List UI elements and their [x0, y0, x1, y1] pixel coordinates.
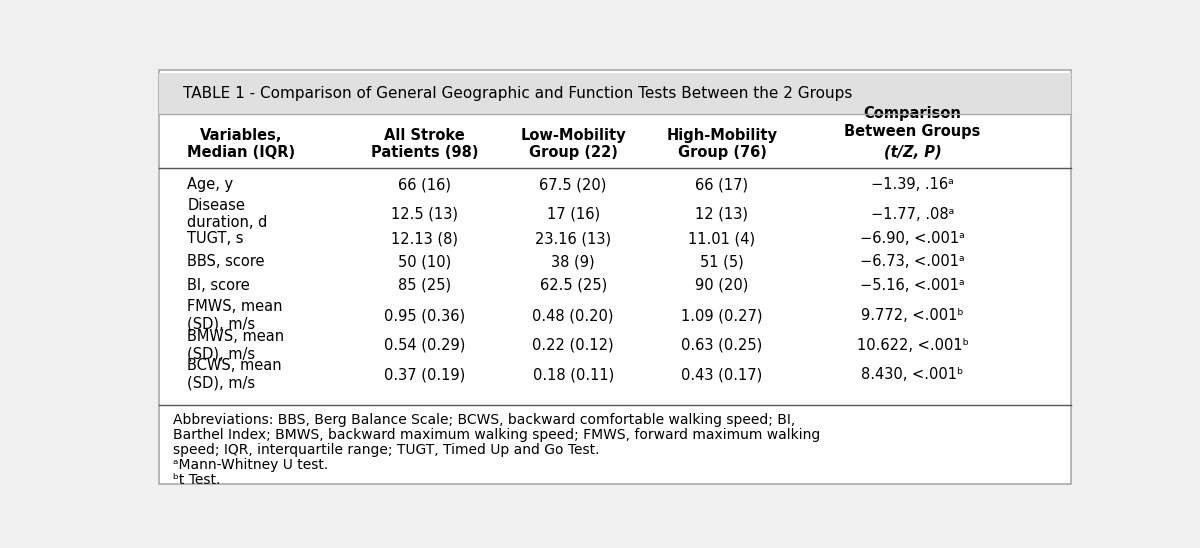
Text: ᵇt Test.: ᵇt Test.	[173, 473, 221, 487]
Text: TABLE 1 - Comparison of General Geographic and Function Tests Between the 2 Grou: TABLE 1 - Comparison of General Geograph…	[182, 86, 852, 101]
Text: 0.22 (0.12): 0.22 (0.12)	[533, 338, 614, 352]
Text: BMWS, mean
(SD), m/s: BMWS, mean (SD), m/s	[187, 329, 284, 361]
Text: −6.90, <.001ᵃ: −6.90, <.001ᵃ	[860, 231, 965, 246]
FancyBboxPatch shape	[160, 73, 1070, 115]
Text: 11.01 (4): 11.01 (4)	[689, 231, 756, 246]
Text: 10.622, <.001ᵇ: 10.622, <.001ᵇ	[857, 338, 968, 352]
Text: 90 (20): 90 (20)	[695, 278, 749, 293]
Text: Comparison
Between Groups: Comparison Between Groups	[845, 106, 980, 139]
Text: 51 (5): 51 (5)	[700, 254, 744, 270]
Text: 0.43 (0.17): 0.43 (0.17)	[682, 367, 762, 382]
Text: −5.16, <.001ᵃ: −5.16, <.001ᵃ	[860, 278, 965, 293]
Text: 0.95 (0.36): 0.95 (0.36)	[384, 308, 464, 323]
Text: Abbreviations: BBS, Berg Balance Scale; BCWS, backward comfortable walking speed: Abbreviations: BBS, Berg Balance Scale; …	[173, 413, 796, 426]
Text: Barthel Index; BMWS, backward maximum walking speed; FMWS, forward maximum walki: Barthel Index; BMWS, backward maximum wa…	[173, 428, 821, 442]
Text: Variables,
Median (IQR): Variables, Median (IQR)	[187, 128, 295, 160]
Text: 23.16 (13): 23.16 (13)	[535, 231, 611, 246]
Text: (t/Z, ​P): (t/Z, ​P)	[883, 145, 942, 160]
Text: 0.18 (0.11): 0.18 (0.11)	[533, 367, 613, 382]
Text: High-Mobility
Group (76): High-Mobility Group (76)	[666, 128, 778, 160]
Text: 12.13 (8): 12.13 (8)	[391, 231, 458, 246]
Text: 17 (16): 17 (16)	[546, 207, 600, 222]
Text: Low-Mobility
Group (22): Low-Mobility Group (22)	[521, 128, 626, 160]
Text: 12 (13): 12 (13)	[696, 207, 749, 222]
Text: BBS, score: BBS, score	[187, 254, 265, 270]
Text: 67.5 (20): 67.5 (20)	[540, 177, 607, 192]
Text: Disease
duration, d: Disease duration, d	[187, 198, 268, 231]
Text: Age, y: Age, y	[187, 177, 233, 192]
Text: −1.77, .08ᵃ: −1.77, .08ᵃ	[871, 207, 954, 222]
Text: 85 (25): 85 (25)	[397, 278, 451, 293]
Text: 50 (10): 50 (10)	[397, 254, 451, 270]
Text: −6.73, <.001ᵃ: −6.73, <.001ᵃ	[860, 254, 965, 270]
Text: speed; IQR, interquartile range; TUGT, Timed Up and Go Test.: speed; IQR, interquartile range; TUGT, T…	[173, 443, 600, 457]
Text: 8.430, <.001ᵇ: 8.430, <.001ᵇ	[862, 367, 964, 382]
Text: 62.5 (25): 62.5 (25)	[540, 278, 607, 293]
Text: 38 (9): 38 (9)	[551, 254, 595, 270]
Text: All Stroke
Patients (98): All Stroke Patients (98)	[371, 128, 478, 160]
Text: BCWS, mean
(SD), m/s: BCWS, mean (SD), m/s	[187, 358, 282, 391]
Text: 1.09 (0.27): 1.09 (0.27)	[682, 308, 763, 323]
Text: 66 (17): 66 (17)	[695, 177, 749, 192]
Text: TUGT, s: TUGT, s	[187, 231, 244, 246]
Text: ᵃMann-Whitney U test.: ᵃMann-Whitney U test.	[173, 458, 329, 472]
Text: 0.48 (0.20): 0.48 (0.20)	[533, 308, 614, 323]
Text: 9.772, <.001ᵇ: 9.772, <.001ᵇ	[862, 308, 964, 323]
Text: 66 (16): 66 (16)	[398, 177, 451, 192]
Text: −1.39, .16ᵃ: −1.39, .16ᵃ	[871, 177, 954, 192]
Text: 0.54 (0.29): 0.54 (0.29)	[384, 338, 466, 352]
Text: FMWS, mean
(SD), m/s: FMWS, mean (SD), m/s	[187, 299, 283, 332]
Text: 12.5 (13): 12.5 (13)	[391, 207, 458, 222]
Text: 0.63 (0.25): 0.63 (0.25)	[682, 338, 762, 352]
Text: 0.37 (0.19): 0.37 (0.19)	[384, 367, 464, 382]
Text: BI, score: BI, score	[187, 278, 250, 293]
FancyBboxPatch shape	[160, 70, 1070, 483]
